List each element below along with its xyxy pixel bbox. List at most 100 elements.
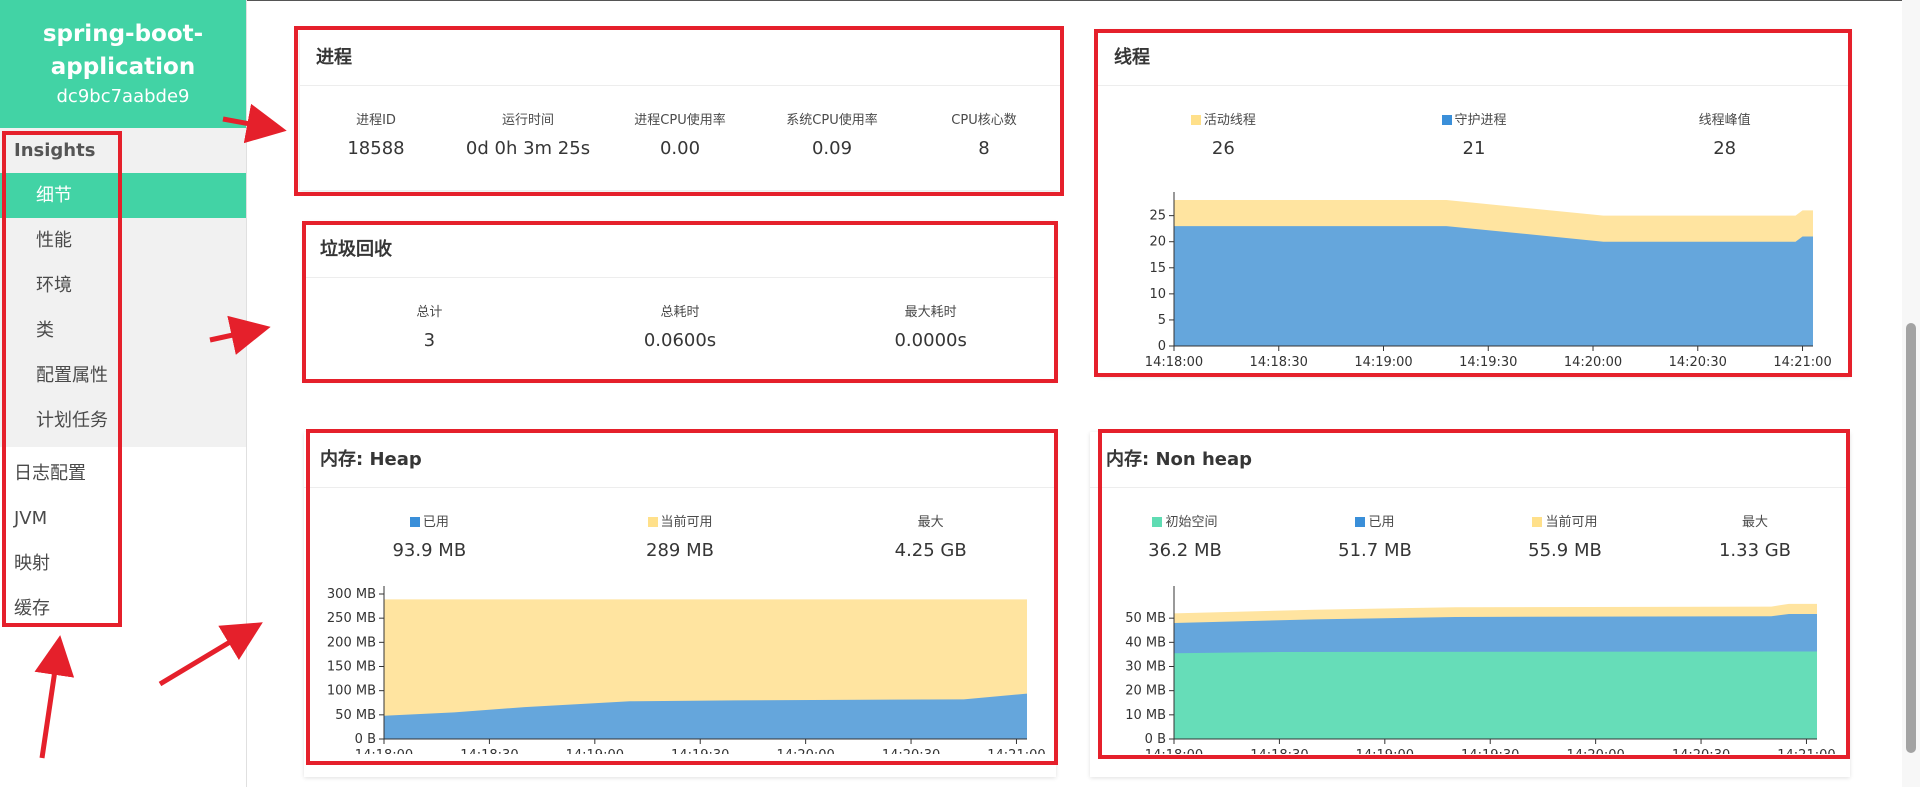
nonheap-chart: 0 B 10 MB 20 MB 30 MB 40 MB 50 MB 14:18:00 14:1… (1125, 586, 1836, 754)
stat-label: 线程峰值 (1698, 113, 1751, 128)
stat-label: 最大耗时 (904, 305, 957, 320)
x-tick-label: 14:21:00 (1773, 355, 1831, 370)
heap-card-title: 内存: Heap (304, 432, 1056, 488)
stat-label: 初始空间 (1090, 514, 1280, 532)
nonheap-card-title: 内存: Non heap (1090, 432, 1850, 488)
legend-used: 已用 (1368, 515, 1395, 530)
process-card: 进程 进程ID 18588 运行时间 0d 0h 3m 25s 进程CPU使用率… (300, 30, 1060, 190)
stat-nonheap-committed: 当前可用 55.9 MB (1470, 514, 1660, 566)
stat-value: 1.33 GB (1718, 540, 1792, 561)
stat-value: 21 (1462, 138, 1486, 159)
stat-gc-count: 总计 3 (304, 304, 555, 356)
x-tick-label: 14:18:30 (1250, 355, 1308, 370)
stat-value: 4.25 GB (894, 540, 967, 561)
gc-card: 垃圾回收 总计 3 总耗时 0.0600s 最大耗时 0.0000s (304, 222, 1056, 380)
sidebar-item-beans[interactable]: 类 (36, 320, 54, 341)
x-tick-label: 14:18:00 (355, 748, 413, 754)
heap-card: 内存: Heap 已用 93.9 MB 当前可用 289 MB 最大 4.25 … (304, 432, 1056, 777)
stat-value: 0d 0h 3m 25s (465, 138, 591, 159)
stat-nonheap-used: 已用 51.7 MB (1280, 514, 1470, 566)
legend-used: 已用 (422, 515, 449, 530)
sidebar-item-jvm[interactable]: JVM (14, 508, 48, 529)
y-tick-label: 0 B (355, 732, 376, 747)
sidebar-item-caches[interactable]: 缓存 (14, 598, 50, 619)
sidebar-item-insights[interactable]: Insights (14, 140, 96, 161)
sidebar-item-details[interactable]: 细节 (0, 173, 246, 218)
x-tick-label: 14:19:30 (1459, 355, 1517, 370)
sidebar-item-config-props[interactable]: 配置属性 (36, 365, 108, 386)
page-scrollbar[interactable] (1902, 0, 1920, 787)
legend-committed: 当前可用 (660, 515, 713, 530)
x-tick-label: 14:20:30 (1672, 748, 1730, 754)
stat-value: 93.9 MB (392, 540, 467, 561)
stat-label: 最大 (1741, 515, 1768, 530)
stat-label: 运行时间 (501, 113, 554, 128)
process-stats: 进程ID 18588 运行时间 0d 0h 3m 25s 进程CPU使用率 0.… (300, 86, 1060, 164)
stat-label: 总耗时 (660, 305, 700, 320)
stat-process-cpu: 进程CPU使用率 0.00 (604, 112, 756, 164)
sidebar-item-mappings[interactable]: 映射 (14, 553, 50, 574)
y-tick-label: 50 MB (335, 708, 376, 723)
stat-system-cpu: 系统CPU使用率 0.09 (756, 112, 908, 164)
x-tick-label: 14:20:00 (1564, 355, 1622, 370)
legend-init: 初始空间 (1165, 515, 1218, 530)
stat-value: 8 (978, 138, 990, 159)
stat-nonheap-max: 最大 1.33 GB (1660, 514, 1850, 566)
stat-value: 26 (1211, 138, 1235, 159)
x-tick-label: 14:18:00 (1145, 748, 1203, 754)
y-tick-label: 10 (1149, 287, 1166, 302)
swatch-used (1441, 115, 1452, 125)
scrollbar-thumb[interactable] (1906, 323, 1916, 753)
y-tick-label: 15 (1149, 261, 1166, 276)
threads-card-title: 线程 (1098, 30, 1850, 86)
stat-label: 活动线程 (1098, 112, 1349, 130)
y-tick-label: 20 MB (1125, 684, 1166, 699)
legend-live: 活动线程 (1203, 113, 1256, 128)
nonheap-card: 内存: Non heap 初始空间 36.2 MB 已用 51.7 MB 当前可… (1090, 432, 1850, 777)
y-tick-label: 5 (1158, 313, 1166, 328)
y-tick-label: 25 (1149, 209, 1166, 224)
stat-label: 当前可用 (555, 514, 806, 532)
threads-chart: 0 5 10 15 20 25 14:18:00 14:18:30 14:19:00 14:19:… (1145, 192, 1832, 370)
stat-cpu-cores: CPU核心数 8 (908, 112, 1060, 164)
stat-value: 0.00 (659, 138, 701, 159)
x-tick-label: 14:20:00 (1566, 748, 1624, 754)
swatch-used (1355, 517, 1366, 527)
x-tick-label: 14:19:30 (1461, 748, 1519, 754)
y-tick-label: 20 (1149, 235, 1166, 250)
x-tick-label: 14:20:00 (776, 748, 834, 754)
stat-label: 已用 (1280, 514, 1470, 532)
swatch-available (647, 517, 658, 527)
area-heap-0 (384, 693, 1027, 739)
x-tick-label: 14:21:00 (987, 748, 1045, 754)
stat-label: 最大 (917, 515, 944, 530)
sidebar-item-scheduled-tasks[interactable]: 计划任务 (36, 410, 108, 431)
stat-label: 守护进程 (1349, 112, 1600, 130)
threads-card: 线程 活动线程 26 守护进程 21 线程峰值 28 0 5 10 15 20 25 14:… (1098, 30, 1850, 376)
stat-gc-total-time: 总耗时 0.0600s (555, 304, 806, 356)
sidebar: spring-boot- application dc9bc7aabde9 In… (0, 0, 247, 787)
app-name-line1: spring-boot- (42, 21, 204, 47)
sidebar-item-environment[interactable]: 环境 (36, 275, 72, 296)
process-card-title: 进程 (300, 30, 1060, 86)
x-tick-label: 14:20:30 (1669, 355, 1727, 370)
swatch-available (1190, 115, 1201, 125)
stat-label: 当前可用 (1470, 514, 1660, 532)
y-tick-label: 250 MB (327, 611, 376, 626)
stat-value: 0.09 (811, 138, 853, 159)
app-header[interactable]: spring-boot- application dc9bc7aabde9 (0, 0, 246, 128)
y-tick-label: 10 MB (1125, 708, 1166, 723)
swatch-init (1152, 517, 1163, 527)
y-tick-label: 300 MB (327, 587, 376, 602)
insights-group: Insights 细节 性能 环境 类 配置属性 计划任务 (0, 128, 246, 447)
stat-nonheap-init: 初始空间 36.2 MB (1090, 514, 1280, 566)
sidebar-item-metrics[interactable]: 性能 (36, 230, 72, 251)
sidebar-item-loggers[interactable]: 日志配置 (14, 463, 86, 484)
swatch-used (409, 517, 420, 527)
y-tick-label: 200 MB (327, 635, 376, 650)
threads-stats: 活动线程 26 守护进程 21 线程峰值 28 (1098, 86, 1850, 164)
stat-label: 进程ID (356, 113, 396, 128)
y-tick-label: 30 MB (1125, 660, 1166, 675)
stat-heap-used: 已用 93.9 MB (304, 514, 555, 566)
